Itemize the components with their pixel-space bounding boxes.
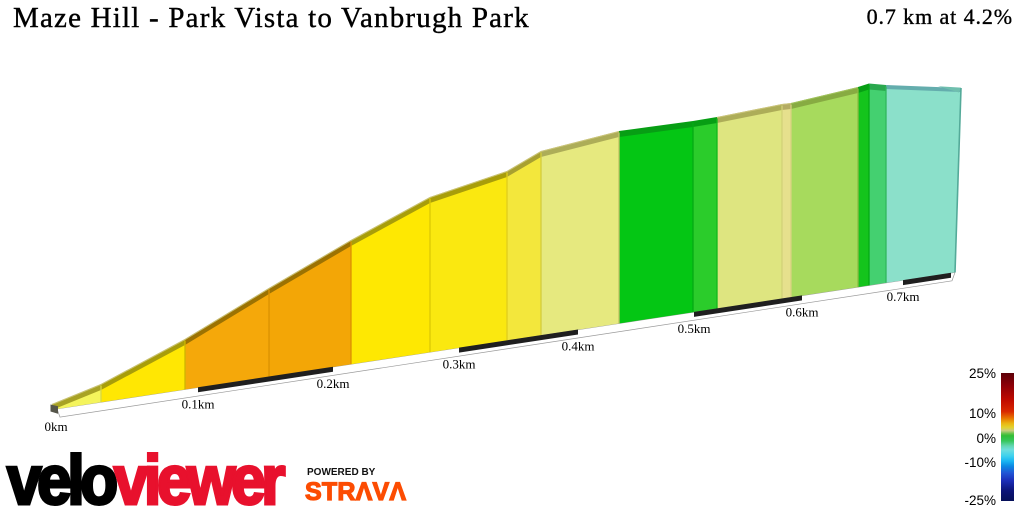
svg-text:0.6km: 0.6km — [786, 304, 819, 319]
svg-text:0km: 0km — [44, 419, 67, 434]
svg-text:0.2km: 0.2km — [317, 376, 350, 391]
svg-text:0.4km: 0.4km — [562, 339, 595, 354]
svg-text:0.5km: 0.5km — [678, 321, 711, 336]
svg-text:0.1km: 0.1km — [182, 396, 215, 411]
svg-text:0.3km: 0.3km — [443, 357, 476, 372]
svg-text:0.7km: 0.7km — [887, 289, 920, 304]
